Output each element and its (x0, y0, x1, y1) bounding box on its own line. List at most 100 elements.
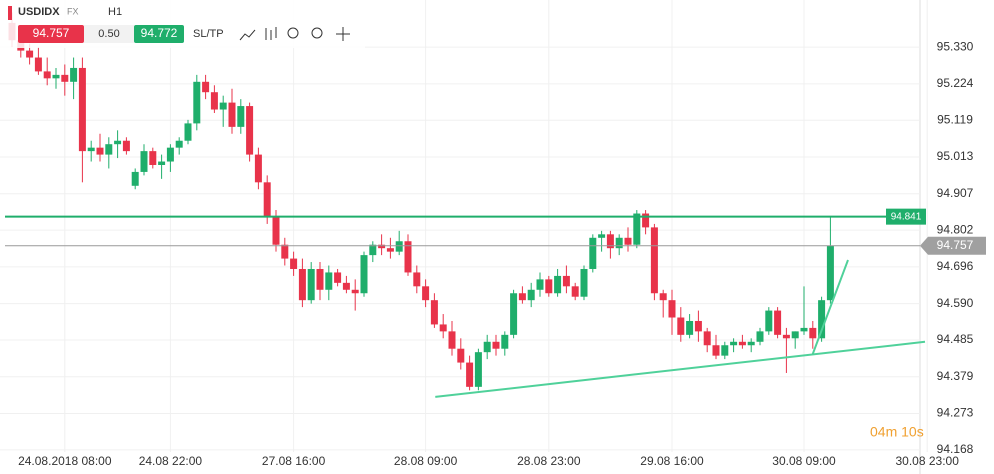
candle-body (589, 237, 597, 269)
candle-body (254, 154, 262, 183)
x-tick-label: 29.08 16:00 (640, 454, 704, 468)
line-icon[interactable] (239, 29, 256, 41)
price-label: 94.841 (891, 211, 922, 222)
x-tick-label: 27.08 16:00 (262, 454, 326, 468)
timeframe[interactable]: H1 (108, 6, 122, 18)
zoom-in-icon[interactable] (311, 27, 323, 39)
candle-body (360, 255, 368, 294)
candle-body (422, 286, 430, 301)
buy-price[interactable]: 94.772 (141, 26, 178, 40)
candle-body (351, 289, 359, 294)
candle-body (606, 234, 614, 249)
buy-button[interactable] (134, 25, 184, 43)
trend-line (811, 259, 849, 355)
x-tick-label: 24.08 22:00 (139, 454, 203, 468)
candle-body (228, 102, 236, 127)
candle-body (70, 67, 78, 82)
candle-body (114, 140, 122, 145)
sell-button[interactable] (18, 25, 84, 43)
candle-body (712, 345, 720, 356)
candle-body (61, 74, 69, 82)
candle-body (677, 317, 685, 335)
candle-body (26, 50, 34, 58)
price-label: 94.757 (937, 238, 974, 252)
candle-body (791, 331, 799, 339)
candle-body (175, 140, 183, 148)
candle-body (650, 227, 658, 294)
candle-body (184, 123, 192, 141)
candle-body (826, 245, 834, 301)
candle-body (263, 182, 271, 217)
candle-body (642, 213, 650, 228)
price-label-box (920, 236, 986, 255)
candle-body (492, 341, 500, 349)
candle-body (369, 244, 377, 256)
candle-icon[interactable] (265, 27, 277, 40)
candle-body (694, 320, 702, 332)
x-tick-label: 28.08 23:00 (517, 454, 581, 468)
candle-body (404, 241, 412, 273)
candle-body (316, 268, 324, 290)
price-label-box (886, 208, 926, 225)
spread-box (84, 25, 134, 43)
y-tick-label: 94.907 (937, 186, 974, 200)
sltp[interactable]: SL/TP (193, 28, 224, 40)
trend-line (435, 340, 926, 398)
candle-body (756, 331, 764, 342)
candle-body (483, 341, 491, 353)
candle-body (202, 81, 210, 93)
candle-body (34, 57, 42, 72)
candle-body (501, 334, 509, 349)
x-tick-label: 30.08 23:00 (895, 454, 959, 468)
candle-body (439, 324, 447, 332)
candle-body (149, 151, 157, 165)
zoom-out-icon[interactable] (287, 27, 299, 39)
y-tick-label: 95.013 (937, 149, 974, 163)
candle-body (246, 106, 254, 155)
candle-body (730, 341, 738, 346)
candle-body (466, 362, 474, 387)
y-tick-label: 94.485 (937, 332, 974, 346)
candle-body (378, 244, 386, 249)
x-tick-label: 30.08 09:00 (772, 454, 836, 468)
candle-body (554, 275, 562, 294)
market: FX (67, 6, 79, 16)
candle-body (536, 279, 544, 290)
candle-body (668, 300, 676, 318)
candle-body (430, 300, 438, 325)
y-tick-label: 94.379 (937, 369, 974, 383)
candle-body (237, 106, 245, 127)
candle-body (290, 258, 298, 269)
symbol: USDIDX (18, 6, 60, 18)
candle-body (413, 272, 421, 287)
sell-price[interactable]: 94.757 (33, 26, 70, 40)
candle-body (527, 289, 535, 301)
candle-body (686, 320, 694, 335)
candle-body (703, 331, 711, 346)
candle-body (782, 334, 790, 339)
candle-body (158, 161, 166, 165)
candle-body (52, 74, 60, 79)
candle-body (122, 140, 130, 152)
y-tick-label: 94.273 (937, 406, 974, 420)
candle-body (334, 272, 342, 283)
candle-body (800, 327, 808, 332)
candle-body (765, 310, 773, 332)
candle-body (448, 331, 456, 349)
candle-body (598, 234, 606, 238)
candle-body (615, 237, 623, 249)
candle-body (298, 268, 306, 301)
candle-body (659, 293, 667, 301)
candle-body (457, 348, 465, 363)
crosshair-icon[interactable] (336, 27, 350, 41)
candle-body (738, 341, 746, 346)
candle-body (78, 67, 86, 152)
candle-body (166, 147, 174, 162)
y-tick-label: 95.224 (937, 76, 974, 90)
candle-body (140, 151, 148, 172)
candle-body (272, 216, 280, 245)
y-tick-label: 95.119 (937, 112, 973, 126)
candle-body (721, 345, 729, 356)
y-tick-label: 94.168 (937, 442, 974, 456)
